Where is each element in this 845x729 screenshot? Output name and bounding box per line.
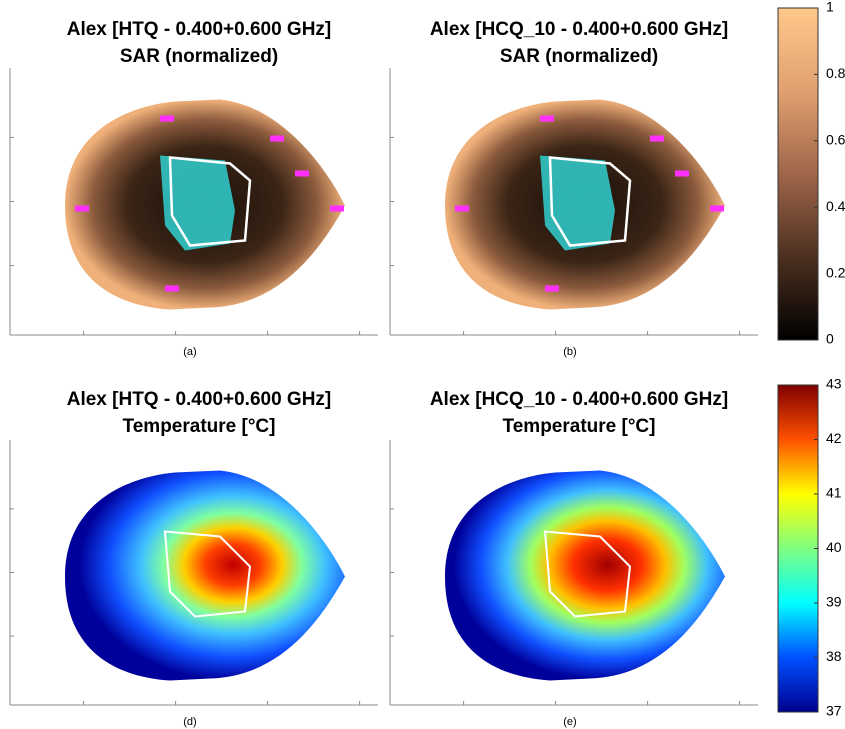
colorbar xyxy=(777,7,819,341)
colorbar-tick-label: 39 xyxy=(826,594,842,610)
colorbar-tick-label: 0.6 xyxy=(826,132,845,148)
hotspot xyxy=(270,135,284,142)
hotspot xyxy=(330,205,344,212)
tumor-contour xyxy=(168,156,252,247)
panel-title: Alex [HTQ - 0.400+0.600 GHz] xyxy=(67,389,332,410)
hotspot xyxy=(165,285,179,292)
panel-title: SAR (normalized) xyxy=(120,46,278,67)
hotspot xyxy=(710,205,724,212)
colorbar-tick-label: 43 xyxy=(826,376,842,392)
panel-caption: (d) xyxy=(183,716,196,728)
panel-title: Alex [HTQ - 0.400+0.600 GHz] xyxy=(67,19,332,40)
colorbar-tick-label: 0.2 xyxy=(826,264,845,280)
panel-title: SAR (normalized) xyxy=(500,46,658,67)
temperature-map xyxy=(65,470,345,681)
colorbar-tick-label: 42 xyxy=(826,430,842,446)
panel-title: Temperature [°C] xyxy=(123,416,276,437)
hotspot xyxy=(650,135,664,142)
colorbar-tick-label: 38 xyxy=(826,648,842,664)
hotspot xyxy=(455,205,469,212)
colorbar-tick-label: 37 xyxy=(826,703,842,719)
colorbar-tick-label: 0 xyxy=(826,331,834,347)
hotspot xyxy=(540,115,554,122)
panel-caption: (a) xyxy=(183,346,196,358)
hotspot xyxy=(675,170,689,177)
hotspot xyxy=(160,115,174,122)
colorbar-tick-label: 40 xyxy=(826,539,842,555)
tumor-contour xyxy=(543,530,632,618)
panel-title: Alex [HCQ_10 - 0.400+0.600 GHz] xyxy=(430,389,728,410)
panel-caption: (b) xyxy=(563,346,576,358)
tumor-contour xyxy=(163,530,252,618)
colorbar-tick-label: 0.4 xyxy=(826,198,845,214)
panel-title: Alex [HCQ_10 - 0.400+0.600 GHz] xyxy=(430,19,728,40)
hotspot xyxy=(545,285,559,292)
panel-title: Temperature [°C] xyxy=(503,416,656,437)
colorbar-tick-label: 1 xyxy=(826,0,834,15)
colorbar-tick-label: 41 xyxy=(826,485,842,501)
colorbar-tick-label: 0.8 xyxy=(826,65,845,81)
hotspot xyxy=(295,170,309,177)
tumor-contour xyxy=(548,156,632,247)
temperature-map xyxy=(445,470,725,681)
panel-caption: (e) xyxy=(563,716,576,728)
hotspot xyxy=(75,205,89,212)
colorbar xyxy=(777,384,819,713)
